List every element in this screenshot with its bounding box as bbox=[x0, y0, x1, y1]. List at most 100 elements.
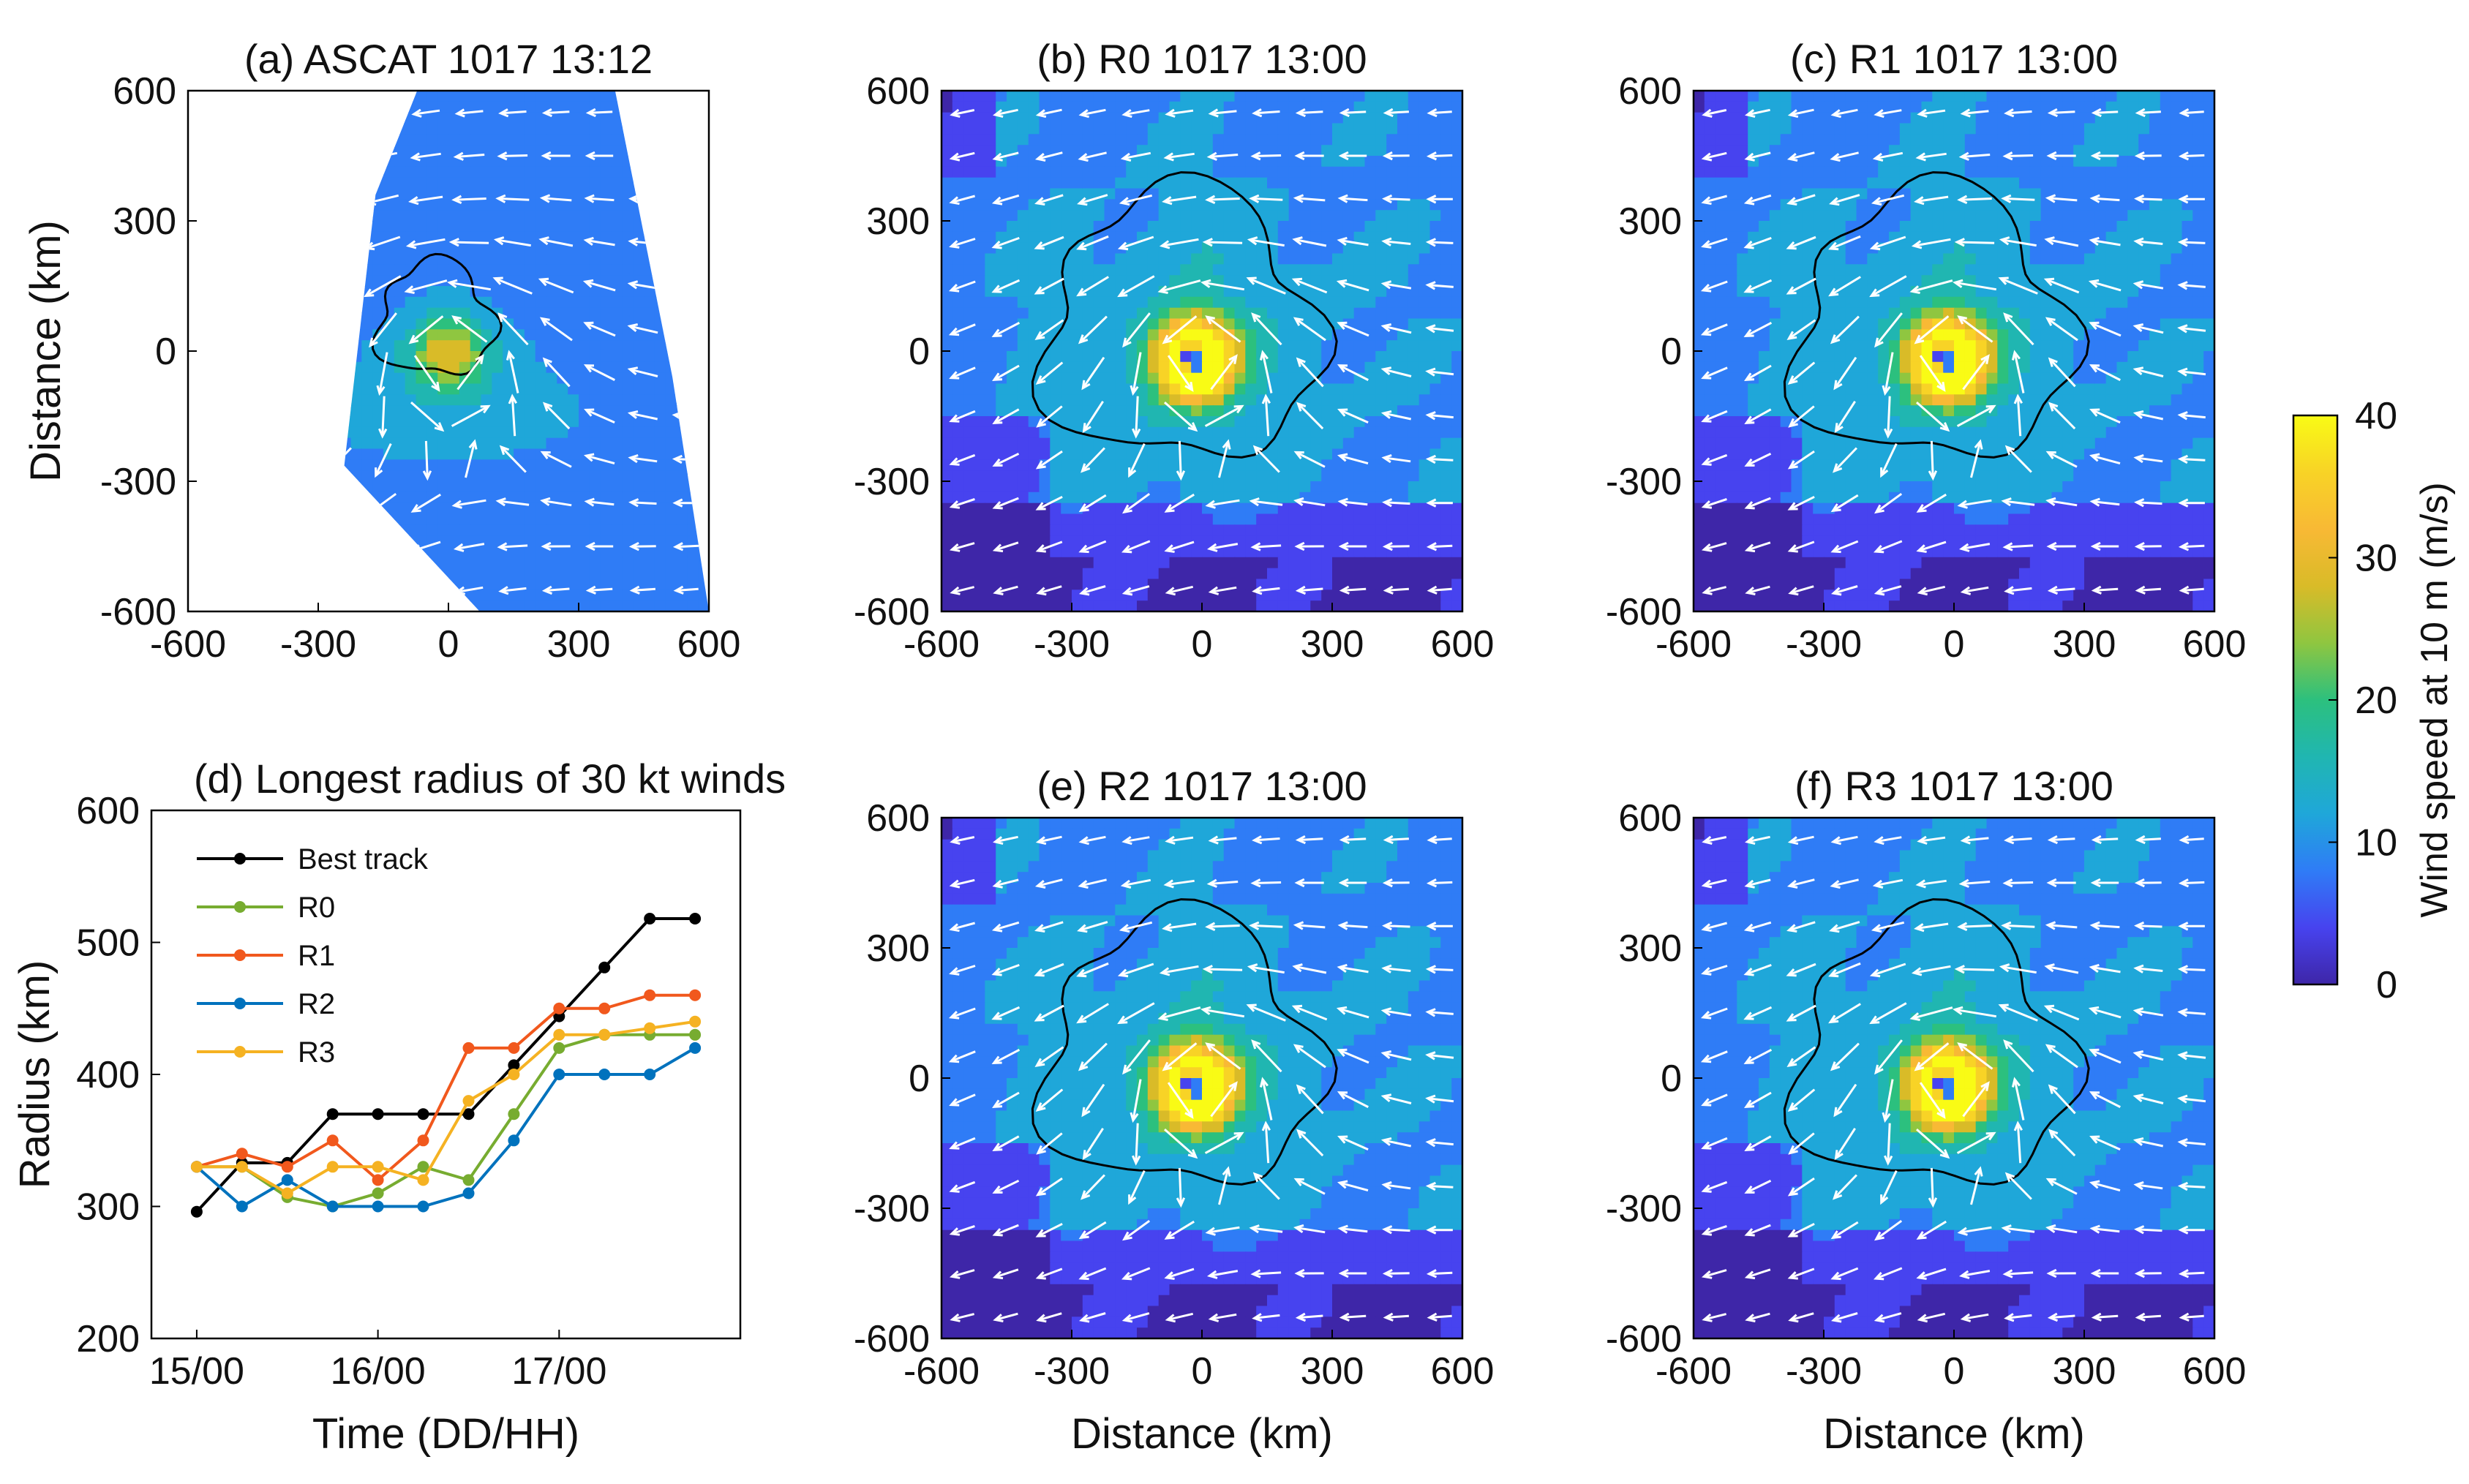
data-point bbox=[689, 1028, 702, 1041]
wind-speed-field bbox=[1694, 818, 2214, 1338]
x-tick-label: 600 bbox=[1431, 1350, 1495, 1393]
data-point bbox=[508, 1134, 520, 1147]
data-point bbox=[326, 1161, 339, 1173]
series-best-track bbox=[190, 913, 702, 1218]
wind-speed-field bbox=[1694, 91, 2214, 611]
y-tick-label: -600 bbox=[854, 591, 930, 633]
map-panel-f: -600-600 -300 -300 0 0 300 300 600 600 (f) R3 101… bbox=[1606, 763, 2246, 1458]
data-point bbox=[508, 1108, 520, 1120]
x-tick-label: 0 bbox=[438, 623, 459, 666]
wind-contour-30kt bbox=[371, 252, 503, 376]
y-tick-label: 300 bbox=[866, 927, 930, 970]
y-tick-label: 300 bbox=[1618, 927, 1682, 970]
x-tick-label: 0 bbox=[1192, 623, 1213, 666]
data-point bbox=[462, 1095, 475, 1107]
legend-item: R2 bbox=[197, 988, 335, 1020]
wind-vectors bbox=[948, 835, 1454, 1323]
data-point bbox=[190, 1205, 203, 1218]
wind-vectors bbox=[948, 108, 1454, 596]
data-point bbox=[326, 1108, 339, 1120]
colorbar-label: Wind speed at 10 m (m/s) bbox=[2413, 482, 2456, 917]
legend-item: R0 bbox=[197, 892, 335, 924]
data-point bbox=[236, 1200, 248, 1213]
data-point bbox=[236, 1148, 248, 1160]
y-tick-label: 500 bbox=[76, 922, 140, 965]
x-tick-label: -600 bbox=[150, 623, 226, 666]
panel-title: (f) R3 1017 13:00 bbox=[1795, 763, 2113, 809]
data-point bbox=[417, 1174, 429, 1186]
y-tick-label: 400 bbox=[76, 1054, 140, 1096]
x-tick-label: 300 bbox=[1301, 623, 1364, 666]
chart-title: (d) Longest radius of 30 kt winds bbox=[194, 756, 786, 802]
x-tick-label: -600 bbox=[1656, 1350, 1732, 1393]
x-tick-label: -300 bbox=[1034, 623, 1110, 666]
data-point bbox=[190, 1161, 203, 1173]
y-tick-label: 300 bbox=[1618, 200, 1682, 243]
y-tick-label: -300 bbox=[854, 1188, 930, 1230]
legend-label: Best track bbox=[298, 843, 429, 875]
y-axis-label: Distance (km) bbox=[22, 220, 69, 482]
colorbar: 0 10 20 30 40 Wind speed at 10 m (m/s) bbox=[2292, 395, 2456, 1006]
colorbar-tick-label: 20 bbox=[2355, 679, 2397, 722]
data-point bbox=[372, 1187, 384, 1199]
y-tick-label: 300 bbox=[113, 200, 176, 243]
legend-label: R0 bbox=[298, 892, 335, 924]
data-point bbox=[326, 1200, 339, 1213]
x-tick-label: 0 bbox=[1192, 1350, 1213, 1393]
data-point bbox=[689, 1042, 702, 1054]
x-tick-label: -300 bbox=[1786, 623, 1862, 666]
data-point bbox=[462, 1187, 475, 1199]
legend-label: R3 bbox=[298, 1036, 335, 1069]
wind-contour-30kt bbox=[1783, 898, 2090, 1186]
data-point bbox=[689, 1015, 702, 1028]
x-tick-label: -600 bbox=[903, 623, 980, 666]
x-tick-label: -300 bbox=[1034, 1350, 1110, 1393]
wind-contour-30kt bbox=[1031, 898, 1338, 1186]
wind-vectors bbox=[1700, 108, 2206, 596]
x-tick-label: 600 bbox=[1431, 623, 1495, 666]
series-r3 bbox=[190, 1015, 702, 1199]
data-point bbox=[372, 1174, 384, 1186]
x-tick-label: 0 bbox=[1944, 1350, 1965, 1393]
x-tick-label: 16/00 bbox=[331, 1350, 426, 1393]
x-axis-label: Time (DD/HH) bbox=[312, 1410, 579, 1458]
data-point bbox=[553, 1028, 565, 1041]
data-point bbox=[598, 961, 611, 973]
panel-title: (a) ASCAT 1017 13:12 bbox=[244, 36, 653, 82]
map-panel-e: -600-600 -300 -300 0 0 300 300 600 600 (e) R2 101… bbox=[854, 763, 1494, 1458]
y-tick-label: 600 bbox=[1618, 70, 1682, 113]
colorbar-tick-label: 10 bbox=[2355, 822, 2397, 865]
x-tick-label: -300 bbox=[280, 623, 356, 666]
y-tick-label: -300 bbox=[100, 461, 176, 503]
legend: Best track R0 R1 R2 R3 bbox=[197, 843, 429, 1069]
data-point bbox=[508, 1059, 520, 1071]
x-tick-label: 300 bbox=[2053, 1350, 2116, 1393]
data-point bbox=[236, 1161, 248, 1173]
legend-item: Best track bbox=[197, 843, 429, 875]
wind-speed-field bbox=[344, 91, 709, 611]
y-tick-label: 600 bbox=[866, 797, 930, 840]
data-point bbox=[553, 1069, 565, 1080]
x-tick-label: 600 bbox=[2183, 1350, 2247, 1393]
y-tick-label: 200 bbox=[76, 1318, 140, 1360]
data-point bbox=[372, 1161, 384, 1173]
x-tick-label: 15/00 bbox=[149, 1350, 244, 1393]
data-point bbox=[644, 1069, 656, 1080]
y-tick-label: 300 bbox=[866, 200, 930, 243]
panel-title: (e) R2 1017 13:00 bbox=[1037, 763, 1367, 809]
colorbar-tick-label: 40 bbox=[2355, 395, 2397, 437]
data-point bbox=[598, 1028, 611, 1041]
y-tick-label: 0 bbox=[1661, 1058, 1682, 1100]
series-line bbox=[196, 993, 696, 1183]
y-tick-label: -300 bbox=[1606, 1188, 1682, 1230]
x-tick-label: 600 bbox=[2183, 623, 2247, 666]
y-tick-label: 0 bbox=[909, 1058, 930, 1100]
x-tick-label: 300 bbox=[2053, 623, 2116, 666]
data-point bbox=[372, 1200, 384, 1213]
series-line bbox=[195, 917, 696, 1213]
y-tick-label: 0 bbox=[155, 331, 176, 373]
y-tick-label: 300 bbox=[76, 1186, 140, 1229]
y-tick-label: 0 bbox=[1661, 331, 1682, 373]
